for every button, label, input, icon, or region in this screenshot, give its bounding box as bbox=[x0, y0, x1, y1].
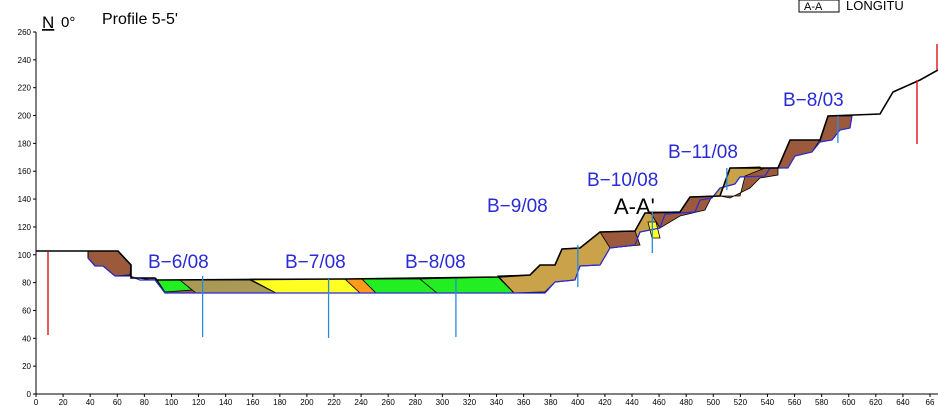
x-tick-label: 120 bbox=[192, 398, 206, 406]
x-tick-label: 540 bbox=[761, 398, 775, 406]
x-tick-label: 600 bbox=[842, 398, 856, 406]
x-tick-label: 66 bbox=[926, 398, 935, 406]
terrain-surface bbox=[36, 69, 938, 281]
corner-legend: A-A LONGITU bbox=[798, 0, 904, 13]
x-tick-label: 360 bbox=[517, 398, 531, 406]
corner-label-text: LONGITU bbox=[846, 0, 904, 13]
y-tick-label: 200 bbox=[18, 112, 32, 121]
x-tick-label: 520 bbox=[734, 398, 748, 406]
y-tick-label: 100 bbox=[18, 251, 32, 260]
y-tick-label: 40 bbox=[22, 334, 31, 343]
x-tick-label: 460 bbox=[652, 398, 666, 406]
x-tick-label: 220 bbox=[327, 398, 341, 406]
north-label: N bbox=[42, 13, 54, 32]
y-tick-label: 220 bbox=[18, 84, 32, 93]
x-tick-label: 180 bbox=[273, 398, 287, 406]
layers bbox=[87, 115, 853, 294]
x-tick-label: 300 bbox=[436, 398, 450, 406]
x-tick-label: 200 bbox=[300, 398, 314, 406]
layer-green-right bbox=[418, 276, 515, 294]
x-tick-label: 320 bbox=[463, 398, 477, 406]
borehole-label: B−8/03 bbox=[783, 90, 844, 111]
x-tick-label: 80 bbox=[140, 398, 149, 406]
layer-yellow-aa bbox=[647, 221, 661, 239]
x-axis: 0 20 40 60 80 100 120 140 160 180 200 220 240 260 280 3… bbox=[34, 393, 938, 406]
x-tick-label: 500 bbox=[707, 398, 721, 406]
x-tick-label: 20 bbox=[59, 398, 68, 406]
x-tick-label: 240 bbox=[354, 398, 368, 406]
x-tick-label: 480 bbox=[680, 398, 694, 406]
x-tick-label: 280 bbox=[409, 398, 423, 406]
section-label: A-A' bbox=[614, 194, 655, 219]
x-tick-label: 560 bbox=[788, 398, 802, 406]
x-tick-label: 40 bbox=[86, 398, 95, 406]
x-tick-label: 380 bbox=[544, 398, 558, 406]
y-axis: 0 20 40 60 80 100 120 140 160 180 200 220 240 260 bbox=[18, 28, 37, 399]
borehole-label: B−7/08 bbox=[285, 252, 346, 273]
corner-label-box: A-A bbox=[804, 1, 823, 13]
y-tick-label: 240 bbox=[18, 56, 32, 65]
x-tick-label: 440 bbox=[625, 398, 639, 406]
y-tick-label: 20 bbox=[22, 362, 31, 371]
x-tick-label: 340 bbox=[490, 398, 504, 406]
x-tick-label: 140 bbox=[219, 398, 233, 406]
borehole-label: B−6/08 bbox=[148, 252, 209, 273]
x-tick-label: 260 bbox=[382, 398, 396, 406]
layer-brown-left bbox=[87, 250, 132, 277]
y-tick-label: 60 bbox=[22, 306, 31, 315]
x-tick-label: 580 bbox=[815, 398, 829, 406]
borehole-label: B−9/08 bbox=[487, 196, 548, 217]
borehole-label: B−11/08 bbox=[668, 142, 738, 163]
x-tick-label: 100 bbox=[165, 398, 179, 406]
x-tick-label: 400 bbox=[571, 398, 585, 406]
borehole-label: B−8/08 bbox=[405, 252, 466, 273]
x-tick-label: 620 bbox=[869, 398, 883, 406]
y-tick-label: 80 bbox=[22, 279, 31, 288]
borehole-label: B−10/08 bbox=[587, 170, 658, 191]
x-tick-label: 640 bbox=[896, 398, 910, 406]
y-tick-label: 120 bbox=[18, 223, 32, 232]
profile-title: Profile 5-5' bbox=[102, 11, 178, 28]
x-tick-label: 420 bbox=[598, 398, 612, 406]
x-tick-label: 160 bbox=[246, 398, 260, 406]
x-tick-label: 0 bbox=[34, 398, 39, 406]
y-tick-label: 260 bbox=[18, 28, 32, 37]
boreholes: B−6/08 B−7/08 B−8/08 B−9/08 B−10/08 B−11/08 B−… bbox=[148, 90, 844, 338]
y-tick-label: 180 bbox=[18, 139, 32, 148]
blue-contact-line bbox=[87, 115, 853, 294]
x-tick-label: 60 bbox=[113, 398, 122, 406]
north-indicator: N 0° bbox=[42, 13, 75, 32]
y-tick-label: 160 bbox=[18, 167, 32, 176]
y-tick-label: 0 bbox=[27, 390, 32, 399]
y-tick-label: 140 bbox=[18, 195, 32, 204]
north-angle: 0° bbox=[61, 14, 75, 31]
